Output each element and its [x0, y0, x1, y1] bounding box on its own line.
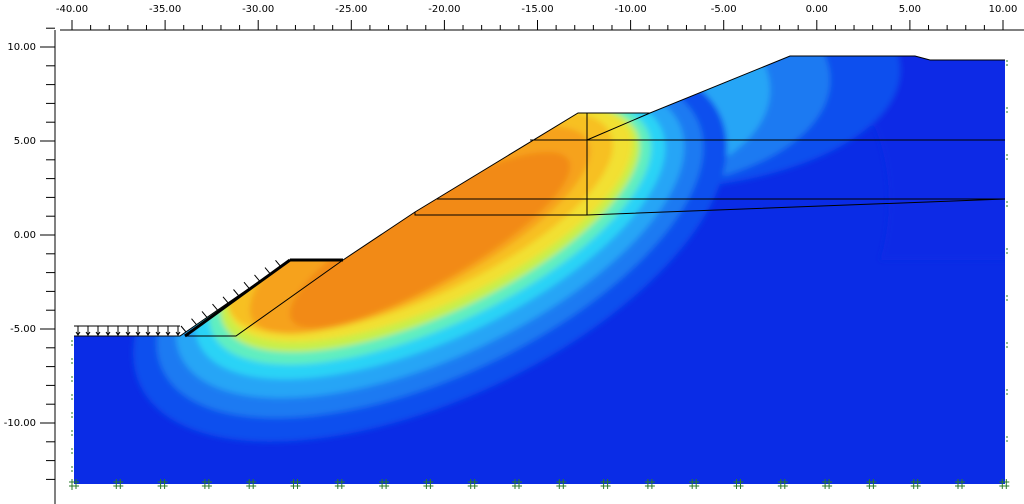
fixity: [866, 479, 877, 489]
fixity: [71, 201, 1008, 402]
fixity: [600, 479, 611, 489]
fixity: [910, 479, 921, 489]
fixity: [999, 479, 1010, 489]
fixity: [334, 479, 345, 489]
load-arrow: [222, 296, 229, 304]
ruler-label: -10.00: [4, 418, 36, 429]
fixity: [71, 107, 1008, 366]
fixity: [822, 479, 833, 489]
fixity: [71, 436, 1008, 492]
ruler-label: 5.00: [899, 4, 921, 15]
ruler-label: 10.00: [7, 42, 36, 53]
ruler-label: -10.00: [614, 4, 646, 15]
fixity: [113, 479, 124, 489]
ruler-label: -5.00: [711, 4, 737, 15]
ruler-label: 10.00: [989, 4, 1018, 15]
fixity: [379, 479, 390, 489]
fixity: [777, 479, 788, 489]
load-arrow: [145, 326, 151, 336]
load-arrow: [212, 303, 218, 311]
ruler-label: 0.00: [14, 230, 36, 241]
load-arrow: [175, 326, 181, 336]
fixity: [644, 479, 655, 489]
load-arrow: [275, 259, 281, 267]
load-arrow: [75, 326, 81, 336]
surface-load: [74, 259, 281, 336]
ruler-label: -15.00: [521, 4, 553, 15]
load-arrow: [243, 281, 250, 289]
load-arrow: [115, 326, 121, 336]
fixity: [246, 479, 257, 489]
load-arrow: [165, 326, 171, 336]
load-arrow: [264, 267, 271, 274]
fixity: [71, 154, 1008, 384]
geometry-lines: [74, 55, 1006, 338]
fixity: [733, 479, 744, 489]
load-arrow: [254, 274, 260, 282]
fixity: [71, 295, 1008, 438]
load-arrow: [180, 325, 187, 333]
load-arrow: [201, 311, 208, 318]
load-arrow: [105, 326, 111, 336]
ruler-label: 5.00: [14, 136, 36, 147]
fixity: [556, 479, 567, 489]
ruler-label: -30.00: [242, 4, 274, 15]
fixity: [71, 342, 1008, 456]
ruler-label: -40.00: [56, 4, 88, 15]
fixity: [955, 479, 965, 489]
load-arrow: [125, 326, 131, 336]
fixity: [71, 389, 1008, 474]
left-ruler: 10.00 5.00 0.00 -5.00 -10.00: [4, 27, 56, 504]
ruler-label: -5.00: [10, 324, 36, 335]
ruler-label: -35.00: [149, 4, 181, 15]
fixity: [201, 479, 212, 489]
fixity: [689, 479, 700, 489]
load-arrow: [155, 326, 161, 336]
fixities: [69, 60, 1010, 492]
fixity: [467, 479, 478, 489]
load-arrow: [95, 326, 101, 336]
fixity: [69, 479, 79, 489]
ruler-label: -25.00: [335, 4, 367, 15]
fixity: [290, 479, 301, 489]
fixity: [512, 479, 522, 489]
ruler-label: -20.00: [428, 4, 460, 15]
load-arrow: [233, 289, 239, 296]
fixity: [423, 479, 434, 489]
load-arrow: [85, 326, 91, 336]
ruler-label: 0.00: [806, 4, 828, 15]
load-arrow: [191, 318, 197, 326]
top-ruler: -40.00 -35.00 -30.00 -25.00 -20.00 -15.00 -10.…: [56, 4, 1024, 31]
fixity: [71, 248, 1008, 420]
load-arrow: [135, 326, 141, 336]
fixity: [71, 60, 1008, 348]
fixity: [157, 479, 168, 489]
